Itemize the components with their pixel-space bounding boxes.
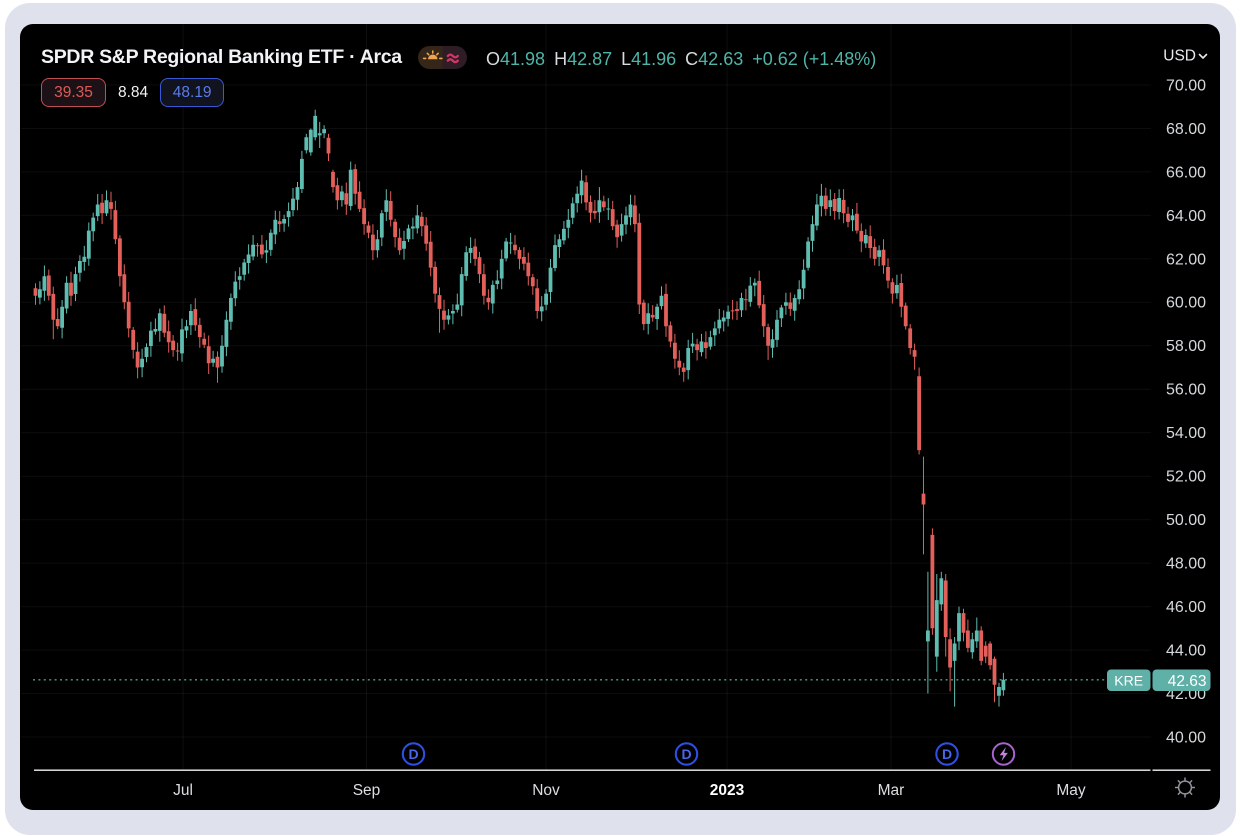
svg-text:D: D	[942, 746, 952, 762]
svg-text:70.00: 70.00	[1166, 77, 1206, 94]
svg-text:50.00: 50.00	[1166, 512, 1206, 529]
svg-text:52.00: 52.00	[1166, 469, 1206, 486]
svg-text:USD: USD	[1163, 47, 1196, 64]
svg-text:60.00: 60.00	[1166, 295, 1206, 312]
svg-text:Mar: Mar	[878, 782, 905, 799]
svg-text:40.00: 40.00	[1166, 729, 1206, 746]
svg-text:44.00: 44.00	[1166, 643, 1206, 660]
svg-text:48.00: 48.00	[1166, 556, 1206, 573]
svg-text:Jul: Jul	[173, 782, 193, 799]
svg-text:2023: 2023	[710, 782, 745, 799]
svg-text:Nov: Nov	[532, 782, 560, 799]
svg-text:46.00: 46.00	[1166, 599, 1206, 616]
svg-text:Sep: Sep	[353, 782, 381, 799]
svg-text:May: May	[1056, 782, 1086, 799]
svg-text:D: D	[408, 746, 418, 762]
svg-text:66.00: 66.00	[1166, 164, 1206, 181]
svg-text:64.00: 64.00	[1166, 208, 1206, 225]
svg-text:62.00: 62.00	[1166, 251, 1206, 268]
svg-text:54.00: 54.00	[1166, 425, 1206, 442]
svg-text:D: D	[681, 746, 691, 762]
svg-text:58.00: 58.00	[1166, 338, 1206, 355]
svg-text:56.00: 56.00	[1166, 382, 1206, 399]
svg-text:42.63: 42.63	[1168, 673, 1207, 690]
svg-text:KRE: KRE	[1114, 673, 1143, 689]
svg-text:68.00: 68.00	[1166, 121, 1206, 138]
